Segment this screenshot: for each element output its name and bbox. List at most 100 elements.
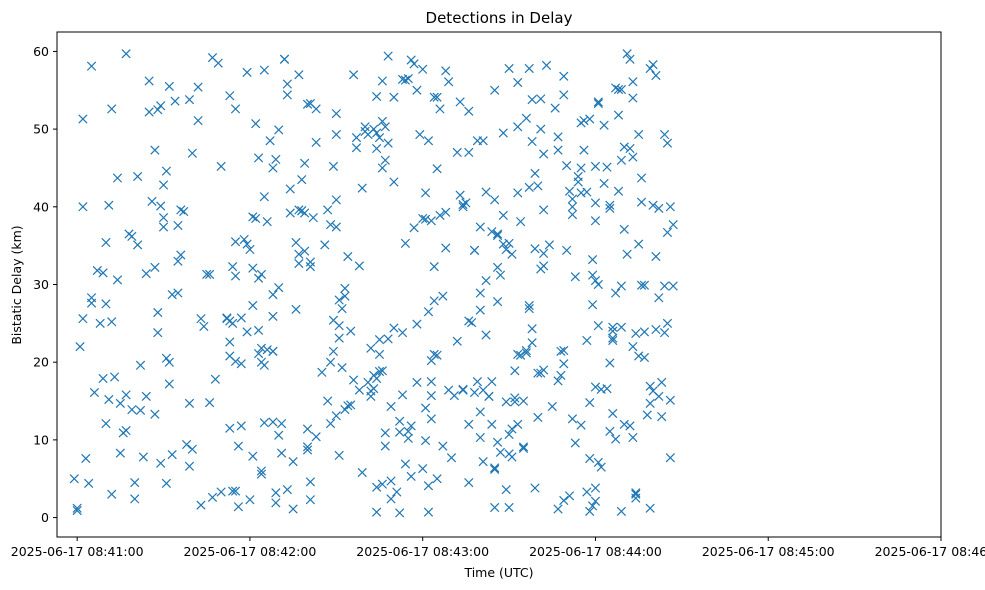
data-point <box>423 481 434 491</box>
data-point <box>230 237 241 247</box>
data-point <box>510 393 520 403</box>
data-point <box>72 503 82 513</box>
data-point <box>492 230 503 241</box>
data-point <box>230 356 241 367</box>
data-point <box>587 501 598 511</box>
data-point <box>236 359 246 369</box>
data-point <box>389 177 399 187</box>
data-point <box>158 222 169 232</box>
data-point <box>657 377 667 388</box>
data-point <box>81 453 91 464</box>
data-point <box>377 116 388 126</box>
data-point <box>452 147 462 158</box>
data-point <box>403 73 413 84</box>
data-point <box>141 391 151 402</box>
data-point <box>371 143 382 154</box>
data-point <box>507 424 517 434</box>
data-point <box>184 461 195 471</box>
data-point <box>426 216 436 226</box>
data-point <box>475 222 485 232</box>
data-point <box>530 483 540 493</box>
data-point <box>662 318 673 328</box>
data-point <box>495 447 506 457</box>
data-point <box>423 507 434 517</box>
data-point <box>121 425 131 436</box>
data-point <box>498 128 508 138</box>
data-point <box>282 484 292 495</box>
data-point <box>438 441 448 451</box>
data-point <box>510 366 520 376</box>
data-point <box>562 245 572 255</box>
data-point <box>271 498 281 508</box>
data-point <box>383 51 393 61</box>
data-point <box>354 261 364 271</box>
data-point <box>524 300 534 311</box>
data-point <box>665 453 675 463</box>
data-point <box>268 163 278 173</box>
y-axis: 0 10 20 30 40 50 60 <box>33 44 57 525</box>
x-tick-label-2: 2025-06-17 08:43:00 <box>356 544 489 559</box>
data-point <box>596 462 606 472</box>
data-point <box>271 154 281 165</box>
data-point <box>559 345 569 356</box>
data-point <box>150 409 160 419</box>
data-point <box>274 430 284 440</box>
data-point <box>429 92 439 102</box>
data-point <box>648 200 658 210</box>
data-point <box>492 229 503 239</box>
data-point <box>406 471 416 482</box>
data-point <box>86 293 97 303</box>
data-point <box>490 502 500 513</box>
data-point <box>576 163 586 173</box>
data-point <box>193 82 203 92</box>
data-point <box>259 65 269 75</box>
data-point <box>490 195 500 205</box>
data-point <box>539 205 549 215</box>
data-point <box>170 96 180 106</box>
data-point <box>406 421 416 431</box>
data-point <box>590 382 601 392</box>
y-tick-label-5: 50 <box>33 122 49 137</box>
data-point <box>133 240 143 250</box>
data-point <box>449 390 459 401</box>
data-point <box>135 360 146 370</box>
data-point <box>256 466 267 476</box>
data-point <box>487 376 497 387</box>
data-point <box>374 133 385 143</box>
data-point <box>539 365 549 375</box>
data-point <box>268 311 278 321</box>
data-point <box>150 145 160 155</box>
data-point <box>605 200 615 210</box>
data-point <box>619 224 629 234</box>
data-point <box>504 429 514 440</box>
data-point <box>582 335 592 346</box>
data-point <box>259 360 269 370</box>
data-point <box>441 66 451 76</box>
data-point <box>291 304 301 314</box>
data-point <box>357 183 367 193</box>
data-point <box>515 216 526 227</box>
data-point <box>400 75 411 85</box>
data-point <box>248 451 258 461</box>
data-point <box>587 255 598 265</box>
data-point <box>256 343 267 353</box>
data-point <box>204 269 215 280</box>
x-tick-label-5: 2025-06-17 08:46:00 <box>875 544 985 559</box>
data-point <box>133 171 143 182</box>
data-point <box>556 370 566 381</box>
data-point <box>492 296 503 307</box>
data-point <box>248 212 258 222</box>
data-point <box>276 448 287 458</box>
data-point <box>184 398 195 408</box>
data-point <box>420 403 431 413</box>
data-point <box>432 350 442 360</box>
data-point <box>395 427 405 437</box>
data-point <box>645 381 655 391</box>
data-point <box>323 396 333 406</box>
data-point <box>357 467 367 478</box>
data-point <box>530 168 540 179</box>
data-point <box>418 213 428 224</box>
data-point <box>464 477 474 488</box>
data-point <box>455 190 465 200</box>
data-point <box>253 273 264 283</box>
